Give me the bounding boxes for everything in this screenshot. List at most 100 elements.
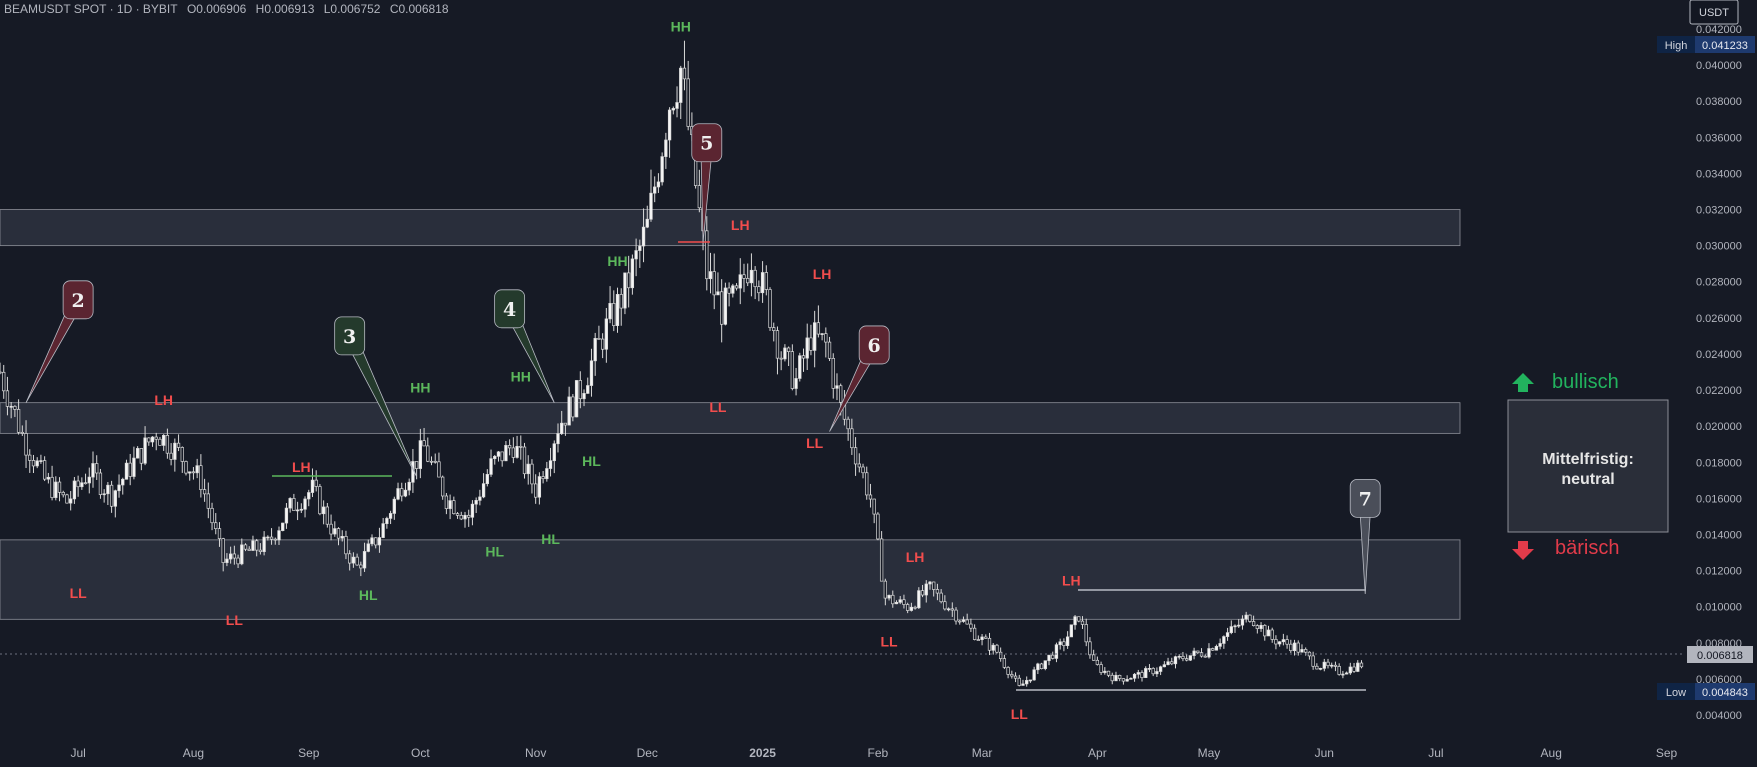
candle-body bbox=[336, 528, 341, 539]
candle-body bbox=[72, 480, 77, 500]
swing-label-lh: LH bbox=[154, 392, 173, 408]
last-price-value: 0.006818 bbox=[1697, 650, 1743, 662]
callout-number: 5 bbox=[700, 133, 713, 155]
candle-body bbox=[1132, 673, 1137, 679]
candle-body bbox=[106, 484, 110, 495]
candle-body bbox=[1110, 674, 1114, 682]
candle-body bbox=[1296, 642, 1300, 653]
candle-body bbox=[924, 583, 928, 596]
swing-label-ll: LL bbox=[70, 585, 88, 601]
candle-body bbox=[113, 490, 117, 507]
candle-body bbox=[831, 357, 835, 389]
candle-body bbox=[1151, 668, 1155, 675]
candle-body bbox=[1218, 643, 1222, 647]
candle-body bbox=[507, 445, 512, 449]
candle-body bbox=[470, 503, 475, 518]
candle-body bbox=[541, 476, 545, 480]
candle-body bbox=[556, 433, 560, 445]
candle-body bbox=[731, 285, 735, 294]
candle-body bbox=[1106, 670, 1111, 676]
time-tick: Feb bbox=[868, 746, 889, 760]
candle-body bbox=[917, 590, 921, 609]
price-scale[interactable]: 0.0040000.0060000.0080000.0100000.012000… bbox=[1696, 24, 1742, 722]
candle-body bbox=[143, 437, 147, 464]
candle-body bbox=[1359, 662, 1364, 668]
candle-body bbox=[266, 536, 270, 539]
high-badge-label: High bbox=[1665, 40, 1688, 52]
candle-body bbox=[1095, 659, 1100, 665]
candle-body bbox=[247, 548, 251, 551]
swing-label-lh: LH bbox=[292, 459, 311, 475]
candle-body bbox=[1099, 664, 1103, 673]
candle-body bbox=[865, 472, 869, 496]
candle-body bbox=[31, 460, 36, 467]
candle-body bbox=[359, 564, 363, 569]
candle-body bbox=[708, 271, 713, 280]
candle-body bbox=[1021, 683, 1025, 686]
candle-body bbox=[805, 337, 809, 359]
candle-body bbox=[329, 523, 333, 535]
time-tick: Jul bbox=[70, 746, 85, 760]
candle-body bbox=[299, 508, 303, 511]
callout-box bbox=[494, 289, 526, 329]
candle-body bbox=[571, 396, 575, 418]
price-tick: 0.042000 bbox=[1696, 24, 1742, 36]
currency-badge[interactable]: USDT bbox=[1689, 0, 1739, 25]
candle-body bbox=[366, 543, 370, 552]
price-tick: 0.014000 bbox=[1696, 529, 1742, 541]
candle-body bbox=[764, 272, 768, 290]
candle-body bbox=[976, 639, 980, 641]
candle-body bbox=[850, 428, 854, 449]
swing-label-hh: HH bbox=[607, 253, 627, 269]
candle-body bbox=[333, 528, 337, 535]
candle-body bbox=[526, 463, 530, 475]
candle-body bbox=[228, 553, 233, 560]
price-tick: 0.012000 bbox=[1696, 566, 1742, 578]
candle-body bbox=[638, 245, 642, 251]
high-badge-value: 0.041233 bbox=[1702, 40, 1748, 52]
candle-body bbox=[1244, 614, 1248, 620]
time-tick: Aug bbox=[183, 746, 204, 760]
zone-3 bbox=[0, 539, 1461, 620]
candle-body bbox=[720, 291, 724, 325]
candle-body bbox=[1069, 624, 1073, 638]
candle-body bbox=[1121, 678, 1126, 682]
candle-body bbox=[574, 380, 579, 418]
candle-body bbox=[165, 434, 170, 454]
candle-body bbox=[39, 460, 43, 462]
candle-body bbox=[217, 528, 222, 539]
candle-body bbox=[1192, 650, 1196, 656]
candle-body bbox=[169, 452, 173, 460]
time-tick: 2025 bbox=[749, 746, 776, 760]
open-value: O0.006906 bbox=[186, 2, 247, 16]
candle-body bbox=[887, 594, 891, 599]
candle-body bbox=[1326, 661, 1330, 667]
candle-body bbox=[1051, 654, 1055, 659]
candle-body bbox=[489, 458, 493, 475]
candle-body bbox=[1289, 643, 1293, 652]
candle-body bbox=[35, 460, 39, 467]
callout-6: 6 bbox=[829, 325, 890, 432]
candle-body bbox=[563, 422, 568, 426]
candle-body bbox=[210, 507, 214, 524]
candle-body bbox=[1017, 677, 1021, 686]
swing-label-hl: HL bbox=[582, 453, 601, 469]
candle-body bbox=[872, 498, 876, 515]
candle-body bbox=[749, 269, 754, 284]
symbol-label[interactable]: BEAMUSDT SPOT · 1D · BYBIT bbox=[4, 2, 178, 16]
candle-body bbox=[627, 272, 631, 289]
candle-body bbox=[109, 484, 114, 507]
candle-body bbox=[987, 638, 992, 651]
time-scale[interactable]: Jul Aug Sep Oct Nov Dec 2025 Feb Mar Apr May Jun Jul… bbox=[70, 746, 1677, 760]
candle-body bbox=[909, 606, 914, 611]
candle-body bbox=[958, 620, 962, 623]
candle-body bbox=[775, 330, 780, 359]
candle-body bbox=[1173, 656, 1178, 665]
candle-body bbox=[474, 500, 478, 505]
candle-body bbox=[121, 478, 125, 486]
candle-body bbox=[1285, 639, 1289, 645]
candle-body bbox=[604, 318, 608, 350]
candle-body bbox=[325, 506, 330, 525]
price-tick: 0.018000 bbox=[1696, 457, 1742, 469]
